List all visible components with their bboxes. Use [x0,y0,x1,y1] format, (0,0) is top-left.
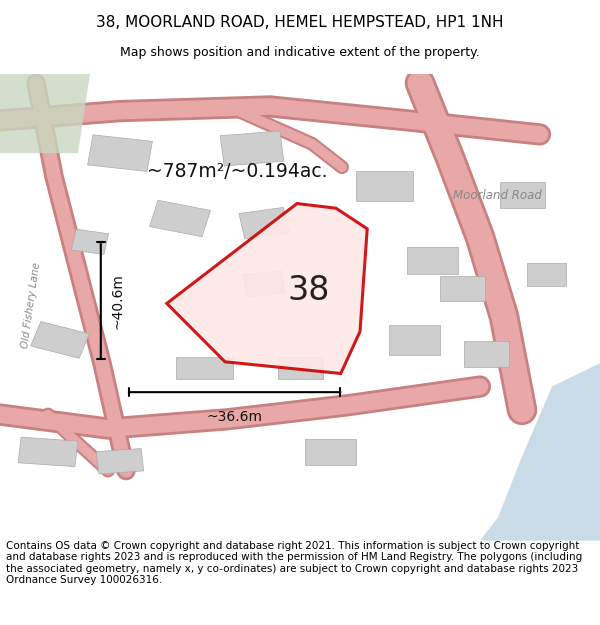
Polygon shape [0,74,90,153]
Bar [149,200,211,237]
Text: ~40.6m: ~40.6m [110,272,124,329]
Text: ~787m²/~0.194ac.: ~787m²/~0.194ac. [147,162,328,181]
Bar [527,263,566,286]
Bar [407,247,458,274]
Bar [176,357,233,379]
Bar [499,182,545,208]
Bar [277,357,323,379]
Bar [71,229,109,254]
Bar [355,171,413,201]
Text: Contains OS data © Crown copyright and database right 2021. This information is : Contains OS data © Crown copyright and d… [6,541,582,586]
Text: ~36.6m: ~36.6m [206,410,263,424]
Bar [220,131,284,166]
Bar [239,208,289,239]
Bar [97,449,143,474]
Bar [31,321,89,358]
Bar [305,439,356,465]
Text: Map shows position and indicative extent of the property.: Map shows position and indicative extent… [120,46,480,59]
Bar [88,135,152,171]
Text: 38, MOORLAND ROAD, HEMEL HEMPSTEAD, HP1 1NH: 38, MOORLAND ROAD, HEMEL HEMPSTEAD, HP1 … [96,15,504,30]
Bar [389,325,439,355]
Text: Moorland Road: Moorland Road [453,189,542,202]
Polygon shape [480,363,600,541]
Bar [243,271,285,297]
Text: 38: 38 [288,274,330,308]
Polygon shape [167,204,367,374]
Text: Old Fishery Lane: Old Fishery Lane [20,261,42,349]
Bar [464,341,509,367]
Bar [439,276,485,301]
Bar [18,438,78,467]
